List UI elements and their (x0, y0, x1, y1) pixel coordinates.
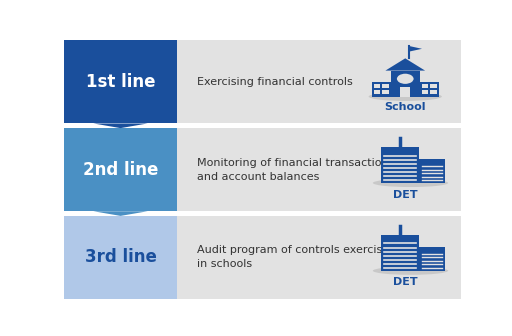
Polygon shape (386, 58, 425, 71)
Text: DET: DET (393, 190, 418, 200)
FancyBboxPatch shape (420, 82, 439, 96)
FancyBboxPatch shape (177, 216, 461, 299)
FancyBboxPatch shape (177, 40, 461, 123)
Text: 2nd line: 2nd line (83, 161, 158, 179)
FancyBboxPatch shape (374, 84, 380, 88)
Text: 3rd line: 3rd line (84, 249, 157, 266)
Polygon shape (93, 123, 147, 128)
FancyBboxPatch shape (64, 128, 177, 211)
FancyBboxPatch shape (64, 216, 177, 299)
Text: 1st line: 1st line (86, 73, 155, 91)
Text: School: School (385, 102, 426, 112)
FancyBboxPatch shape (382, 84, 389, 88)
Polygon shape (410, 46, 422, 51)
FancyBboxPatch shape (177, 128, 461, 211)
FancyBboxPatch shape (419, 247, 445, 271)
FancyBboxPatch shape (431, 90, 437, 94)
FancyBboxPatch shape (431, 84, 437, 88)
Ellipse shape (369, 92, 442, 101)
FancyBboxPatch shape (374, 90, 380, 94)
FancyBboxPatch shape (64, 40, 177, 123)
Text: Audit program of controls exercised
in schools: Audit program of controls exercised in s… (197, 246, 396, 269)
Ellipse shape (373, 267, 448, 275)
Polygon shape (93, 211, 147, 216)
FancyBboxPatch shape (422, 84, 428, 88)
Ellipse shape (373, 179, 448, 187)
FancyBboxPatch shape (419, 159, 445, 183)
FancyBboxPatch shape (372, 82, 391, 96)
Text: Exercising financial controls: Exercising financial controls (197, 77, 353, 87)
Text: Monitoring of financial transactions
and account balances: Monitoring of financial transactions and… (197, 158, 394, 182)
FancyBboxPatch shape (382, 90, 389, 94)
Circle shape (396, 73, 415, 85)
FancyBboxPatch shape (391, 71, 420, 96)
FancyBboxPatch shape (381, 148, 419, 183)
Text: DET: DET (393, 278, 418, 287)
FancyBboxPatch shape (381, 235, 419, 271)
FancyBboxPatch shape (400, 87, 411, 96)
FancyBboxPatch shape (422, 90, 428, 94)
